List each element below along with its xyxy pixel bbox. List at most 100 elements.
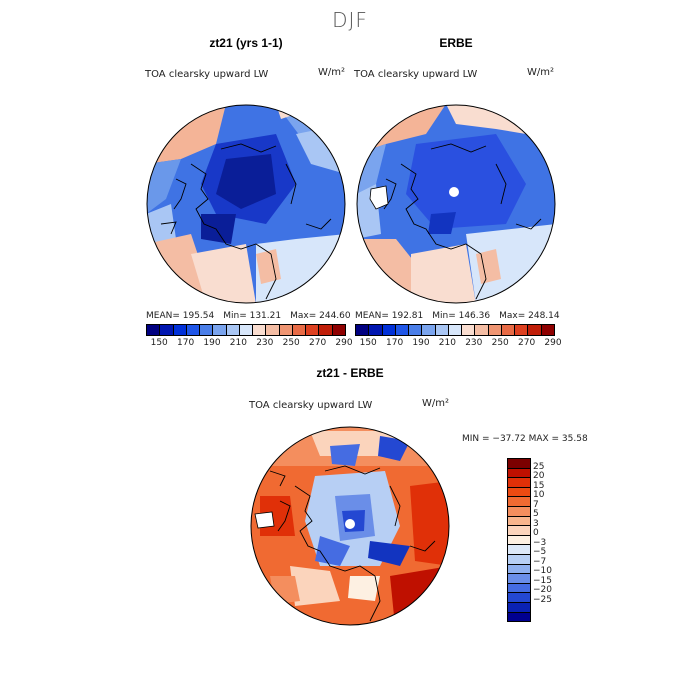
colorbar-tick-label: 150 [359,338,377,348]
colorbar-tick-label: 250 [282,338,300,348]
colorbar-swatch [508,497,530,507]
colorbar-swatch [508,468,530,479]
panel1-units: W/m² [318,67,346,78]
main-title: DJF [332,8,368,32]
colorbar-swatch [475,325,489,335]
colorbar-tick-label: 210 [229,338,247,348]
colorbar-tick-label: 210 [438,338,456,348]
colorbar-swatch [266,325,280,335]
colorbar-swatch [508,612,530,622]
colorbar-swatch [306,325,320,335]
colorbar-swatch [515,325,529,335]
colorbar-swatch [332,325,345,335]
colorbar-tick-label: −5 [533,547,547,558]
colorbar-swatch [541,325,554,335]
panel2-mean: MEAN= 192.81 [355,311,424,321]
panel3-variable-label: TOA clearsky upward LW [249,400,373,411]
colorbar-swatch [508,487,530,498]
panel1-stats: MEAN= 195.54 Min= 131.21 Max= 244.60 [146,311,360,321]
colorbar-swatch [508,564,530,575]
panel2-stats: MEAN= 192.81 Min= 146.36 Max= 248.14 [355,311,569,321]
colorbar-swatch [508,593,530,603]
panel1-polar-map [146,104,346,304]
colorbar-tick-label: 270 [309,338,327,348]
colorbar-swatch [508,545,530,555]
colorbar-swatch [528,325,542,335]
colorbar-swatch [435,325,449,335]
colorbar-tick-label: −7 [533,556,547,567]
colorbar-swatch [147,325,161,335]
colorbar-swatch [508,583,530,594]
colorbar-swatch [356,325,370,335]
colorbar-swatch [409,325,423,335]
panel1-title: zt21 (yrs 1-1) [209,36,283,50]
colorbar-swatch [395,325,410,335]
colorbar-tick-label: 270 [518,338,536,348]
colorbar-tick-label: 0 [533,528,539,539]
colorbar-tick-label: −10 [533,566,552,577]
panel2-variable-label: TOA clearsky upward LW [354,69,478,80]
colorbar-tick-label: 7 [533,499,539,510]
panel1-max: Max= 244.60 [290,311,351,321]
colorbar-tick-label: −25 [533,594,552,605]
panel1-variable-label: TOA clearsky upward LW [145,69,269,80]
colorbar-swatch [508,554,530,565]
colorbar-swatch [501,325,516,335]
colorbar-swatch [160,325,174,335]
colorbar-swatch [508,602,530,613]
panel1-colorbar [146,324,346,336]
panel3-polar-map [250,426,450,626]
colorbar-swatch [200,325,214,335]
panel2-units: W/m² [527,67,555,78]
colorbar-swatch [369,325,383,335]
colorbar-tick-label: 5 [533,509,539,520]
colorbar-swatch [422,325,436,335]
colorbar-swatch [279,325,293,335]
panel2-min: Min= 146.36 [432,311,491,321]
panel3-minmax: MIN = −37.72 MAX = 35.58 [462,434,588,444]
panel2-colorbar-ticks: 150 170 190 210 230 250 270 290 [355,338,562,350]
colorbar-swatch [508,574,530,584]
colorbar-tick-label: 150 [150,338,168,348]
colorbar-tick-label: 170 [177,338,195,348]
colorbar-swatch [508,526,530,536]
colorbar-tick-label: 10 [533,490,545,501]
colorbar-tick-label: 250 [491,338,509,348]
colorbar-swatch [488,325,502,335]
panel1-min: Min= 131.21 [223,311,282,321]
colorbar-swatch [292,325,307,335]
colorbar-tick-label: −20 [533,585,552,596]
colorbar-tick-label: 20 [533,471,545,482]
colorbar-tick-label: 230 [465,338,483,348]
panel3-colorbar [507,458,531,622]
colorbar-swatch [508,535,530,546]
panel2-colorbar [355,324,555,336]
colorbar-swatch [448,325,463,335]
colorbar-tick-label: −3 [533,537,547,548]
colorbar-swatch [319,325,333,335]
colorbar-swatch [213,325,227,335]
colorbar-tick-label: 290 [544,338,562,348]
colorbar-tick-label: 290 [335,338,353,348]
panel2-max: Max= 248.14 [499,311,560,321]
panel2-title: ERBE [439,36,473,50]
colorbar-tick-label: 230 [256,338,274,348]
colorbar-tick-label: 25 [533,461,545,472]
panel1-colorbar-ticks: 150 170 190 210 230 250 270 290 [146,338,353,350]
panel3-units: W/m² [422,398,450,409]
colorbar-swatch [226,325,240,335]
panel3-title: zt21 - ERBE [316,366,384,380]
colorbar-tick-label: 190 [412,338,430,348]
colorbar-tick-label: 3 [533,518,539,529]
colorbar-swatch [382,325,396,335]
panel3-colorbar-ticks: 25 20 15 10 7 5 3 0 −3 −5 −7 −10 −15 −20 −25 [533,458,573,622]
colorbar-swatch [239,325,254,335]
colorbar-swatch [253,325,267,335]
colorbar-tick-label: 170 [386,338,404,348]
colorbar-tick-label: 190 [203,338,221,348]
colorbar-swatch [508,516,530,527]
colorbar-swatch [462,325,476,335]
colorbar-swatch [508,506,530,517]
panel2-polar-map [356,104,556,304]
panel1-mean: MEAN= 195.54 [146,311,215,321]
